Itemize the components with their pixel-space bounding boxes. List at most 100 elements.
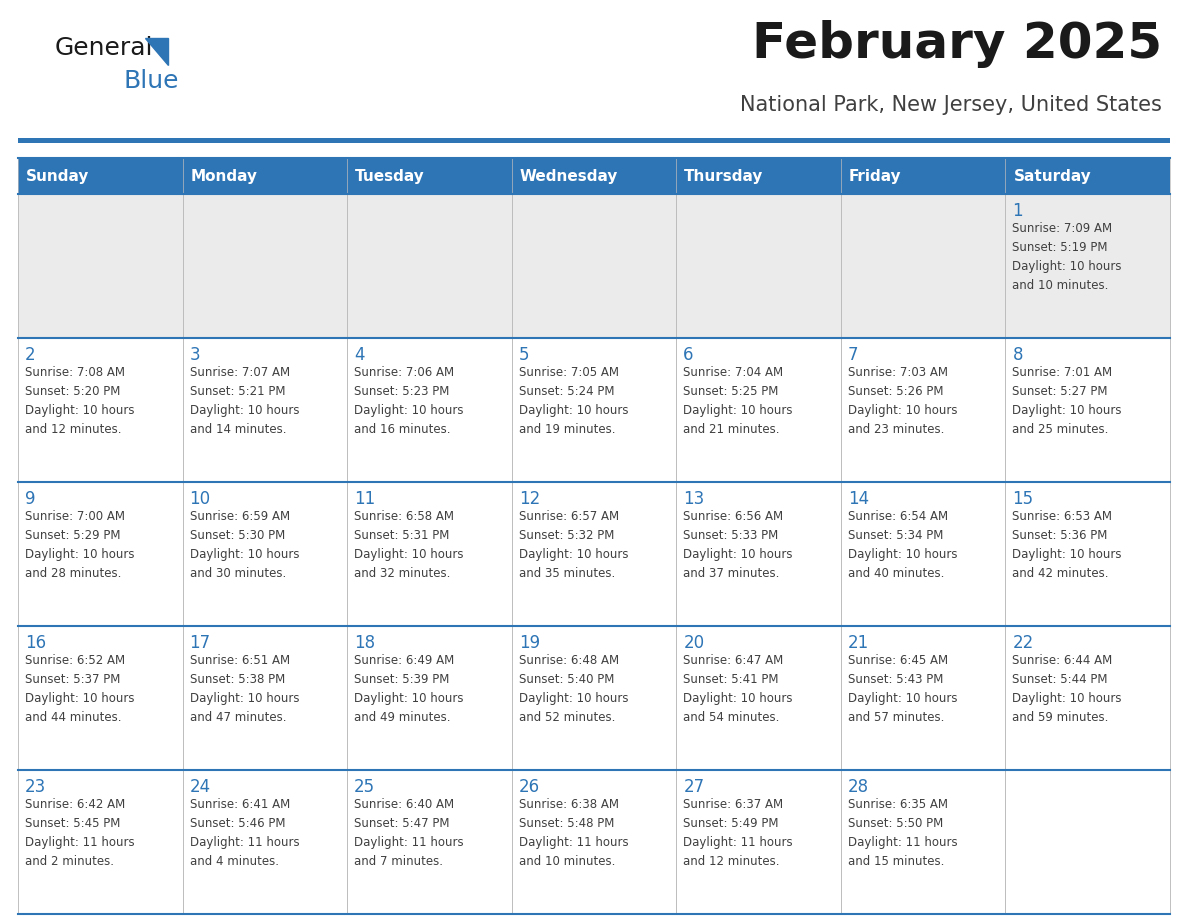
- Bar: [841, 194, 1005, 338]
- Bar: [1005, 770, 1170, 914]
- Text: Tuesday: Tuesday: [355, 169, 425, 184]
- Text: Sunrise: 6:49 AM
Sunset: 5:39 PM
Daylight: 10 hours
and 49 minutes.: Sunrise: 6:49 AM Sunset: 5:39 PM Dayligh…: [354, 654, 463, 724]
- Text: 11: 11: [354, 490, 375, 508]
- Text: Sunrise: 6:52 AM
Sunset: 5:37 PM
Daylight: 10 hours
and 44 minutes.: Sunrise: 6:52 AM Sunset: 5:37 PM Dayligh…: [25, 654, 134, 724]
- Text: Sunrise: 6:53 AM
Sunset: 5:36 PM
Daylight: 10 hours
and 42 minutes.: Sunrise: 6:53 AM Sunset: 5:36 PM Dayligh…: [1012, 510, 1121, 580]
- Text: General: General: [55, 36, 153, 60]
- Text: Sunrise: 6:58 AM
Sunset: 5:31 PM
Daylight: 10 hours
and 32 minutes.: Sunrise: 6:58 AM Sunset: 5:31 PM Dayligh…: [354, 510, 463, 580]
- Bar: [347, 770, 512, 914]
- Bar: [841, 158, 1005, 194]
- Text: 18: 18: [354, 634, 375, 652]
- Text: 17: 17: [190, 634, 210, 652]
- Text: 13: 13: [683, 490, 704, 508]
- Bar: [676, 338, 841, 482]
- Bar: [512, 482, 676, 626]
- Text: Sunrise: 6:40 AM
Sunset: 5:47 PM
Daylight: 11 hours
and 7 minutes.: Sunrise: 6:40 AM Sunset: 5:47 PM Dayligh…: [354, 798, 463, 868]
- Text: 22: 22: [1012, 634, 1034, 652]
- Bar: [347, 194, 512, 338]
- Text: 7: 7: [848, 346, 859, 364]
- Text: Sunrise: 6:47 AM
Sunset: 5:41 PM
Daylight: 10 hours
and 54 minutes.: Sunrise: 6:47 AM Sunset: 5:41 PM Dayligh…: [683, 654, 792, 724]
- Text: 8: 8: [1012, 346, 1023, 364]
- Text: Sunrise: 6:59 AM
Sunset: 5:30 PM
Daylight: 10 hours
and 30 minutes.: Sunrise: 6:59 AM Sunset: 5:30 PM Dayligh…: [190, 510, 299, 580]
- Bar: [676, 770, 841, 914]
- Text: 21: 21: [848, 634, 870, 652]
- Text: Sunrise: 6:38 AM
Sunset: 5:48 PM
Daylight: 11 hours
and 10 minutes.: Sunrise: 6:38 AM Sunset: 5:48 PM Dayligh…: [519, 798, 628, 868]
- Bar: [347, 626, 512, 770]
- Text: Sunrise: 6:45 AM
Sunset: 5:43 PM
Daylight: 10 hours
and 57 minutes.: Sunrise: 6:45 AM Sunset: 5:43 PM Dayligh…: [848, 654, 958, 724]
- Bar: [347, 482, 512, 626]
- Bar: [841, 338, 1005, 482]
- Text: 19: 19: [519, 634, 539, 652]
- Bar: [183, 482, 347, 626]
- Text: Sunrise: 6:41 AM
Sunset: 5:46 PM
Daylight: 11 hours
and 4 minutes.: Sunrise: 6:41 AM Sunset: 5:46 PM Dayligh…: [190, 798, 299, 868]
- Bar: [676, 158, 841, 194]
- Bar: [841, 770, 1005, 914]
- Bar: [183, 626, 347, 770]
- Bar: [183, 194, 347, 338]
- Text: 27: 27: [683, 778, 704, 796]
- Text: Sunrise: 6:48 AM
Sunset: 5:40 PM
Daylight: 10 hours
and 52 minutes.: Sunrise: 6:48 AM Sunset: 5:40 PM Dayligh…: [519, 654, 628, 724]
- Bar: [1005, 338, 1170, 482]
- Bar: [347, 338, 512, 482]
- Bar: [676, 626, 841, 770]
- Text: Wednesday: Wednesday: [519, 169, 618, 184]
- Text: 3: 3: [190, 346, 201, 364]
- Bar: [18, 338, 183, 482]
- Text: Friday: Friday: [849, 169, 902, 184]
- Text: 9: 9: [25, 490, 36, 508]
- Text: February 2025: February 2025: [752, 20, 1162, 68]
- Text: Sunrise: 6:37 AM
Sunset: 5:49 PM
Daylight: 11 hours
and 12 minutes.: Sunrise: 6:37 AM Sunset: 5:49 PM Dayligh…: [683, 798, 792, 868]
- Bar: [347, 158, 512, 194]
- Text: Thursday: Thursday: [684, 169, 764, 184]
- Text: Sunrise: 6:56 AM
Sunset: 5:33 PM
Daylight: 10 hours
and 37 minutes.: Sunrise: 6:56 AM Sunset: 5:33 PM Dayligh…: [683, 510, 792, 580]
- Text: Sunrise: 6:35 AM
Sunset: 5:50 PM
Daylight: 11 hours
and 15 minutes.: Sunrise: 6:35 AM Sunset: 5:50 PM Dayligh…: [848, 798, 958, 868]
- Bar: [512, 158, 676, 194]
- Text: Saturday: Saturday: [1013, 169, 1092, 184]
- Text: Sunrise: 7:08 AM
Sunset: 5:20 PM
Daylight: 10 hours
and 12 minutes.: Sunrise: 7:08 AM Sunset: 5:20 PM Dayligh…: [25, 366, 134, 436]
- Bar: [841, 482, 1005, 626]
- Text: 2: 2: [25, 346, 36, 364]
- Text: 5: 5: [519, 346, 529, 364]
- Text: 24: 24: [190, 778, 210, 796]
- Text: 16: 16: [25, 634, 46, 652]
- Text: 10: 10: [190, 490, 210, 508]
- Bar: [512, 770, 676, 914]
- Text: Sunrise: 6:51 AM
Sunset: 5:38 PM
Daylight: 10 hours
and 47 minutes.: Sunrise: 6:51 AM Sunset: 5:38 PM Dayligh…: [190, 654, 299, 724]
- Text: Sunrise: 7:07 AM
Sunset: 5:21 PM
Daylight: 10 hours
and 14 minutes.: Sunrise: 7:07 AM Sunset: 5:21 PM Dayligh…: [190, 366, 299, 436]
- Text: Sunrise: 6:57 AM
Sunset: 5:32 PM
Daylight: 10 hours
and 35 minutes.: Sunrise: 6:57 AM Sunset: 5:32 PM Dayligh…: [519, 510, 628, 580]
- Text: Sunrise: 7:09 AM
Sunset: 5:19 PM
Daylight: 10 hours
and 10 minutes.: Sunrise: 7:09 AM Sunset: 5:19 PM Dayligh…: [1012, 222, 1121, 292]
- Text: 1: 1: [1012, 202, 1023, 220]
- Bar: [18, 194, 183, 338]
- Text: Sunrise: 6:54 AM
Sunset: 5:34 PM
Daylight: 10 hours
and 40 minutes.: Sunrise: 6:54 AM Sunset: 5:34 PM Dayligh…: [848, 510, 958, 580]
- Text: National Park, New Jersey, United States: National Park, New Jersey, United States: [740, 95, 1162, 115]
- Text: Sunrise: 7:00 AM
Sunset: 5:29 PM
Daylight: 10 hours
and 28 minutes.: Sunrise: 7:00 AM Sunset: 5:29 PM Dayligh…: [25, 510, 134, 580]
- Bar: [841, 626, 1005, 770]
- Bar: [183, 338, 347, 482]
- Bar: [18, 770, 183, 914]
- Polygon shape: [145, 38, 168, 65]
- Text: Sunday: Sunday: [26, 169, 89, 184]
- Bar: [676, 194, 841, 338]
- Text: 15: 15: [1012, 490, 1034, 508]
- Text: 23: 23: [25, 778, 46, 796]
- Text: 14: 14: [848, 490, 868, 508]
- Text: 6: 6: [683, 346, 694, 364]
- Bar: [183, 158, 347, 194]
- Text: 20: 20: [683, 634, 704, 652]
- Bar: [1005, 158, 1170, 194]
- Text: Monday: Monday: [190, 169, 258, 184]
- Bar: [512, 338, 676, 482]
- Bar: [18, 482, 183, 626]
- Text: Blue: Blue: [124, 69, 178, 93]
- Text: Sunrise: 7:05 AM
Sunset: 5:24 PM
Daylight: 10 hours
and 19 minutes.: Sunrise: 7:05 AM Sunset: 5:24 PM Dayligh…: [519, 366, 628, 436]
- Bar: [183, 770, 347, 914]
- Text: 28: 28: [848, 778, 868, 796]
- Text: 25: 25: [354, 778, 375, 796]
- Text: 26: 26: [519, 778, 539, 796]
- Bar: [1005, 482, 1170, 626]
- Bar: [18, 138, 1170, 143]
- Bar: [512, 626, 676, 770]
- Text: Sunrise: 6:42 AM
Sunset: 5:45 PM
Daylight: 11 hours
and 2 minutes.: Sunrise: 6:42 AM Sunset: 5:45 PM Dayligh…: [25, 798, 134, 868]
- Bar: [18, 626, 183, 770]
- Text: Sunrise: 7:01 AM
Sunset: 5:27 PM
Daylight: 10 hours
and 25 minutes.: Sunrise: 7:01 AM Sunset: 5:27 PM Dayligh…: [1012, 366, 1121, 436]
